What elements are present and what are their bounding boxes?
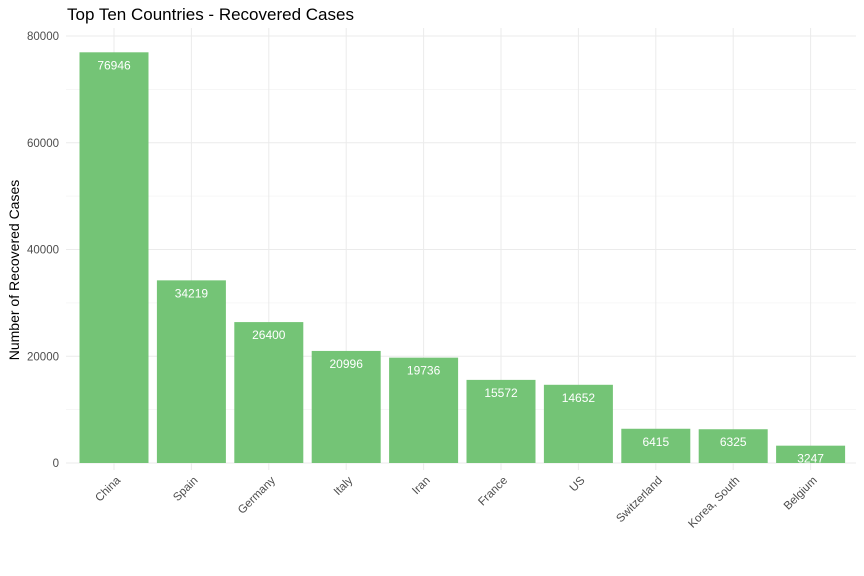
x-tick-label: Belgium [782,475,820,513]
x-tick-label: France [476,475,510,509]
data-label: 19736 [407,364,441,378]
bar-germany [234,322,304,463]
data-label: 14652 [562,391,596,405]
bar-iran [389,357,459,463]
bars [79,52,846,464]
bar-belgium [776,445,846,463]
bar-france [466,379,536,463]
x-tick-label: Spain [171,475,200,504]
y-axis: 0 20000 40000 60000 80000 [27,31,59,470]
x-tick-label: US [568,474,588,494]
data-label: 15572 [484,386,518,400]
y-tick-label: 60000 [27,138,59,150]
data-label: 26400 [252,328,286,342]
bar-china [79,52,149,464]
data-label: 3247 [797,452,824,466]
data-label: 34219 [175,286,209,300]
y-tick-label: 80000 [27,31,59,43]
x-tick-label: Switzerland [614,475,665,526]
x-tick-label: Iran [410,475,433,498]
bar-italy [311,350,381,463]
y-tick-label: 0 [53,458,59,470]
x-tick-label: China [93,474,123,504]
data-label: 20996 [330,357,364,371]
x-axis: China Spain Germany Italy Iran France US Switze… [93,474,819,530]
x-tick-label: Germany [236,474,278,516]
bar-switzerland [621,428,691,463]
y-axis-title: Number of Recovered Cases [6,180,22,361]
x-tick-label: Italy [332,474,356,498]
bar-korea-south [698,429,768,463]
y-tick-label: 20000 [27,351,59,363]
data-labels: 76946 34219 26400 20996 19736 15572 14652 6415 6… [97,58,824,465]
chart-title: Top Ten Countries - Recovered Cases [67,5,354,24]
y-tick-label: 40000 [27,245,59,257]
x-tick-label: Korea, South [686,475,742,531]
data-label: 6325 [720,435,747,449]
bar-us [543,384,613,463]
data-label: 6415 [642,435,669,449]
bar-spain [156,280,226,463]
data-label: 76946 [97,58,131,72]
